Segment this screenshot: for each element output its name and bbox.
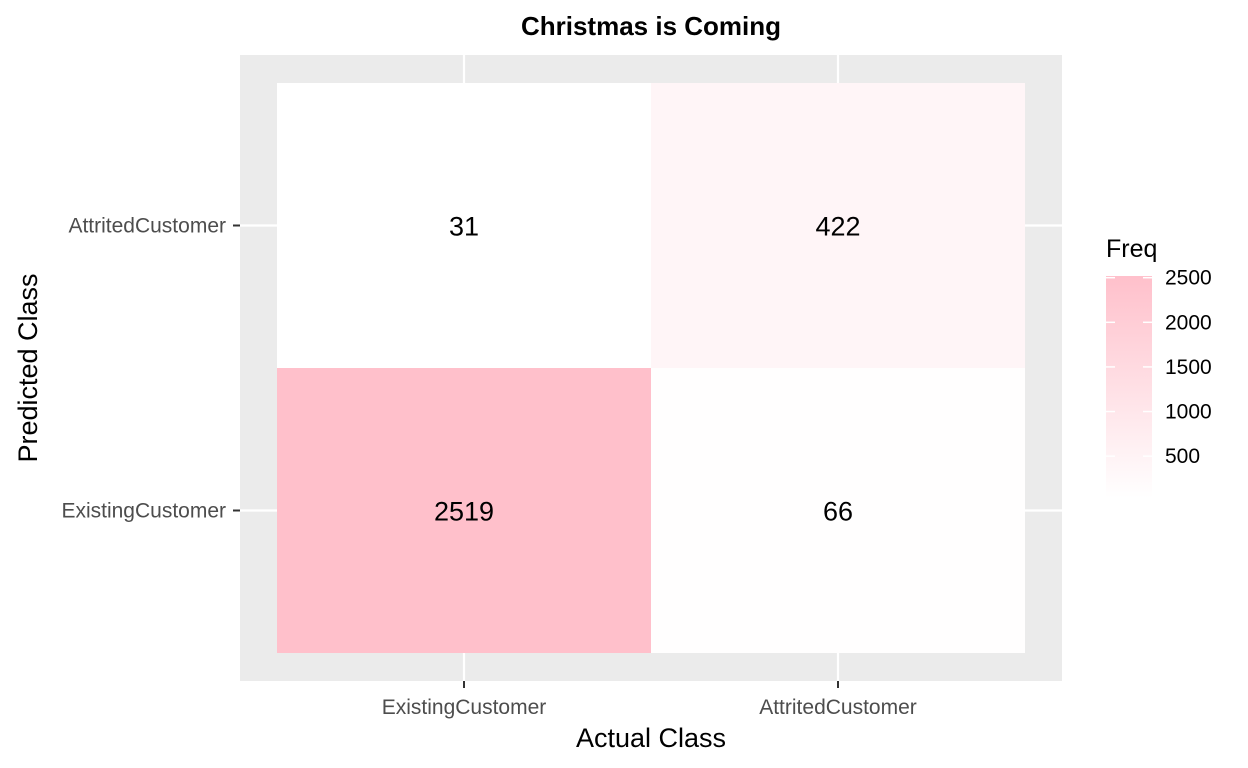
legend-colorbar [1106, 276, 1152, 498]
color-legend: Freq 500 1000 1500 2000 2500 [1106, 235, 1212, 498]
x-tick-label: AttritedCustomer [759, 696, 917, 719]
legend-title: Freq [1106, 235, 1157, 263]
cell-value-label: 2519 [434, 497, 494, 527]
x-tick-label: ExistingCustomer [382, 696, 547, 719]
x-axis-title: Actual Class [576, 723, 726, 753]
y-axis: AttritedCustomer ExistingCustomer [61, 215, 240, 523]
x-axis: ExistingCustomer AttritedCustomer [382, 681, 917, 719]
legend-tick-label: 1500 [1165, 356, 1212, 379]
legend-tick-label: 2000 [1165, 311, 1212, 334]
legend-tick-label: 500 [1165, 445, 1200, 468]
heatmap-cell [277, 368, 651, 653]
cell-value-label: 31 [449, 212, 479, 242]
y-axis-title: Predicted Class [13, 273, 43, 462]
cell-value-label: 66 [823, 497, 853, 527]
y-tick-label: AttritedCustomer [68, 215, 226, 238]
cell-labels: 31 422 2519 66 [434, 212, 861, 527]
heatmap-cell [651, 368, 1025, 653]
chart-title: Christmas is Coming [521, 11, 781, 41]
heatmap-cell [277, 83, 651, 368]
legend-tick-label: 1000 [1165, 401, 1212, 424]
legend-ticks: 500 1000 1500 2000 2500 [1106, 267, 1212, 468]
legend-tick-label: 2500 [1165, 267, 1212, 290]
cell-value-label: 422 [815, 212, 860, 242]
heatmap-cell [651, 83, 1025, 368]
y-tick-label: ExistingCustomer [61, 500, 226, 523]
heatmap-cells [277, 83, 1025, 653]
